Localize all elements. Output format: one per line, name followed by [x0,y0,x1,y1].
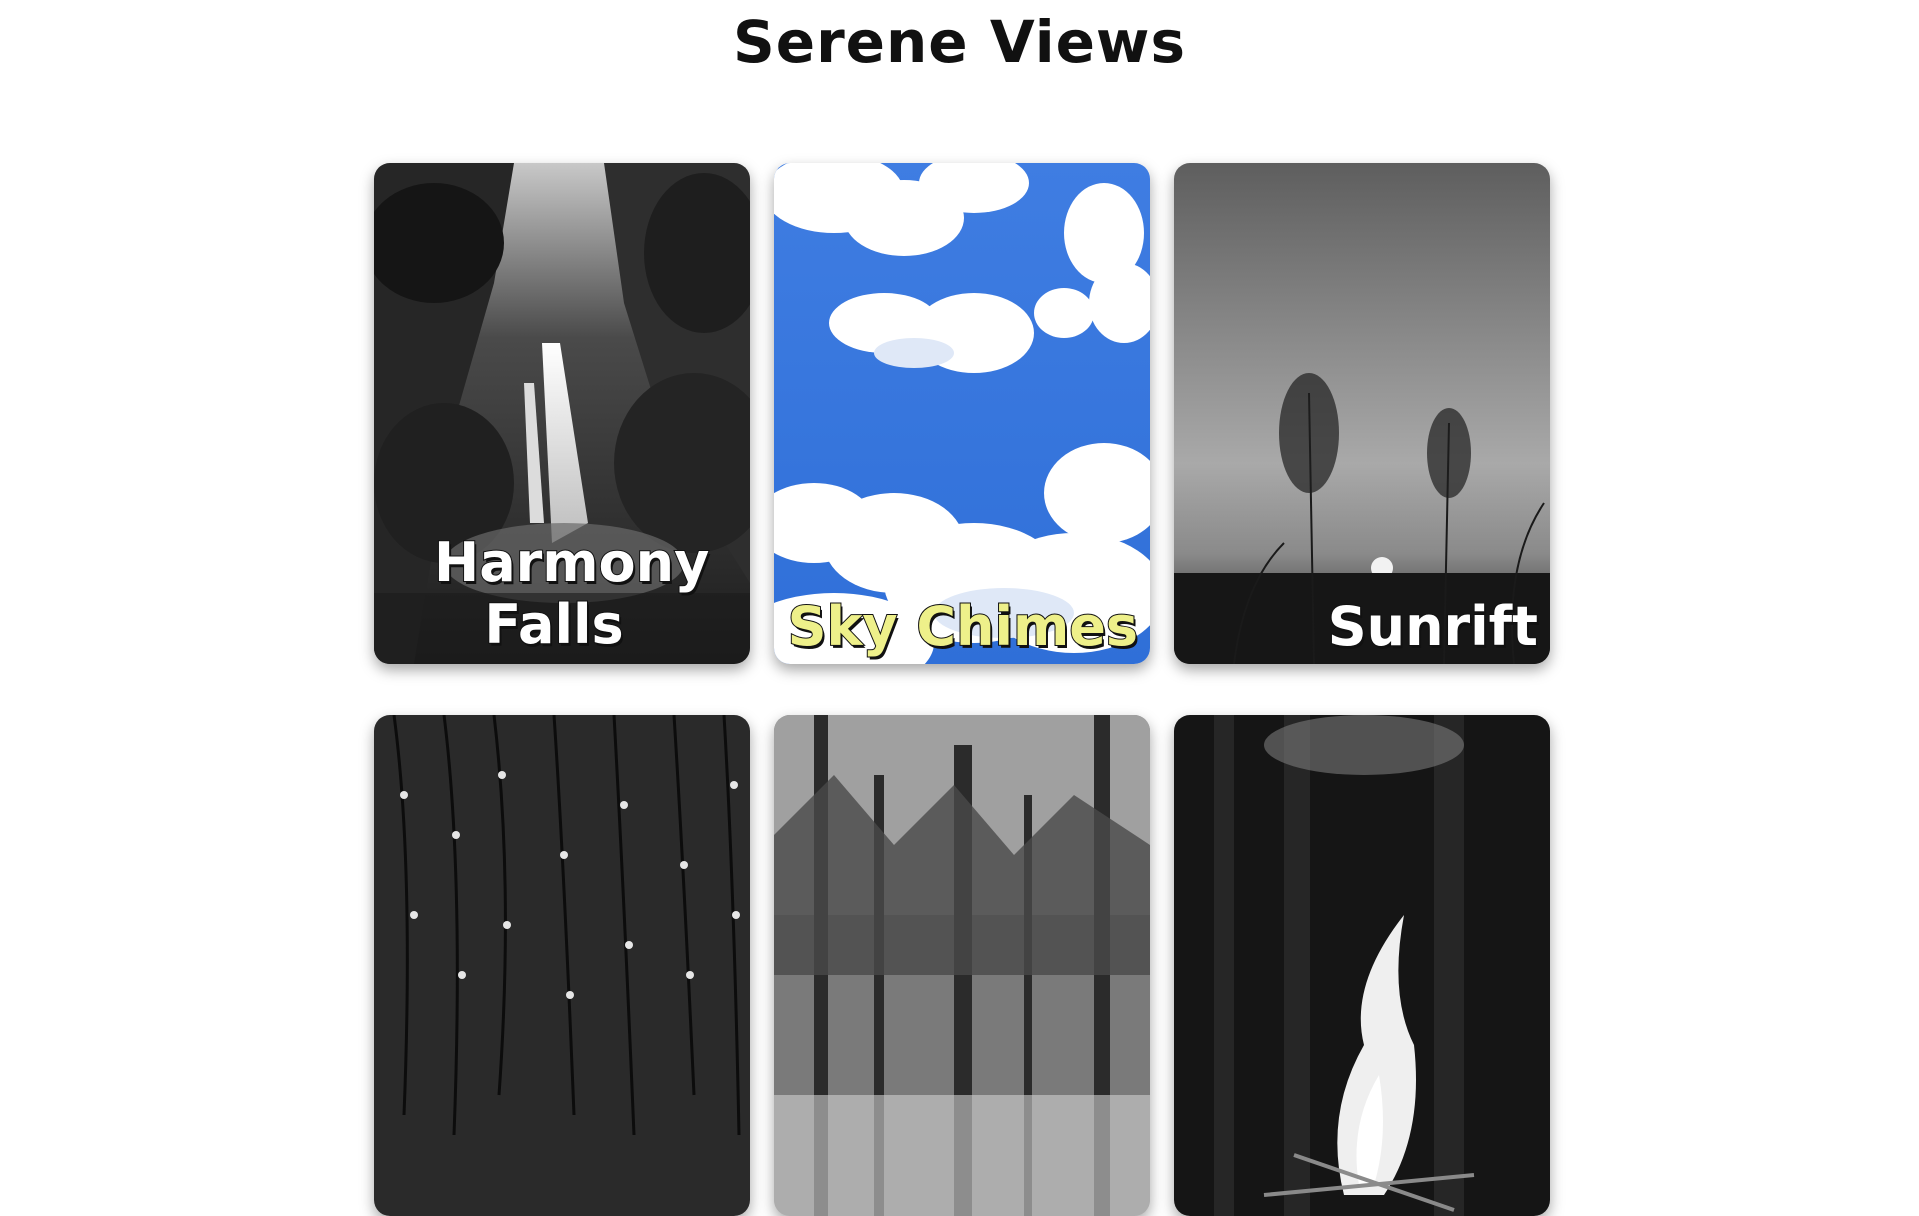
card-campfire[interactable] [1174,715,1550,1216]
card-harmony-falls[interactable]: Harmony Falls [374,163,750,664]
raindrops-image [374,715,750,1216]
card-forest[interactable] [774,715,1150,1216]
card-label: Harmony Falls [434,532,674,656]
card-raindrops[interactable] [374,715,750,1216]
campfire-image [1174,715,1550,1216]
card-label: Sky Chimes [788,596,1138,658]
sky-image [774,163,1150,664]
card-sky-chimes[interactable]: Sky Chimes [774,163,1150,664]
card-label: Sunrift [1328,596,1538,658]
sunset-grass-image [1174,163,1550,664]
card-sunrift[interactable]: Sunrift [1174,163,1550,664]
page-title: Serene Views [0,8,1919,76]
gallery-grid: Harmony Falls [374,163,1549,1216]
forest-image [774,715,1150,1216]
